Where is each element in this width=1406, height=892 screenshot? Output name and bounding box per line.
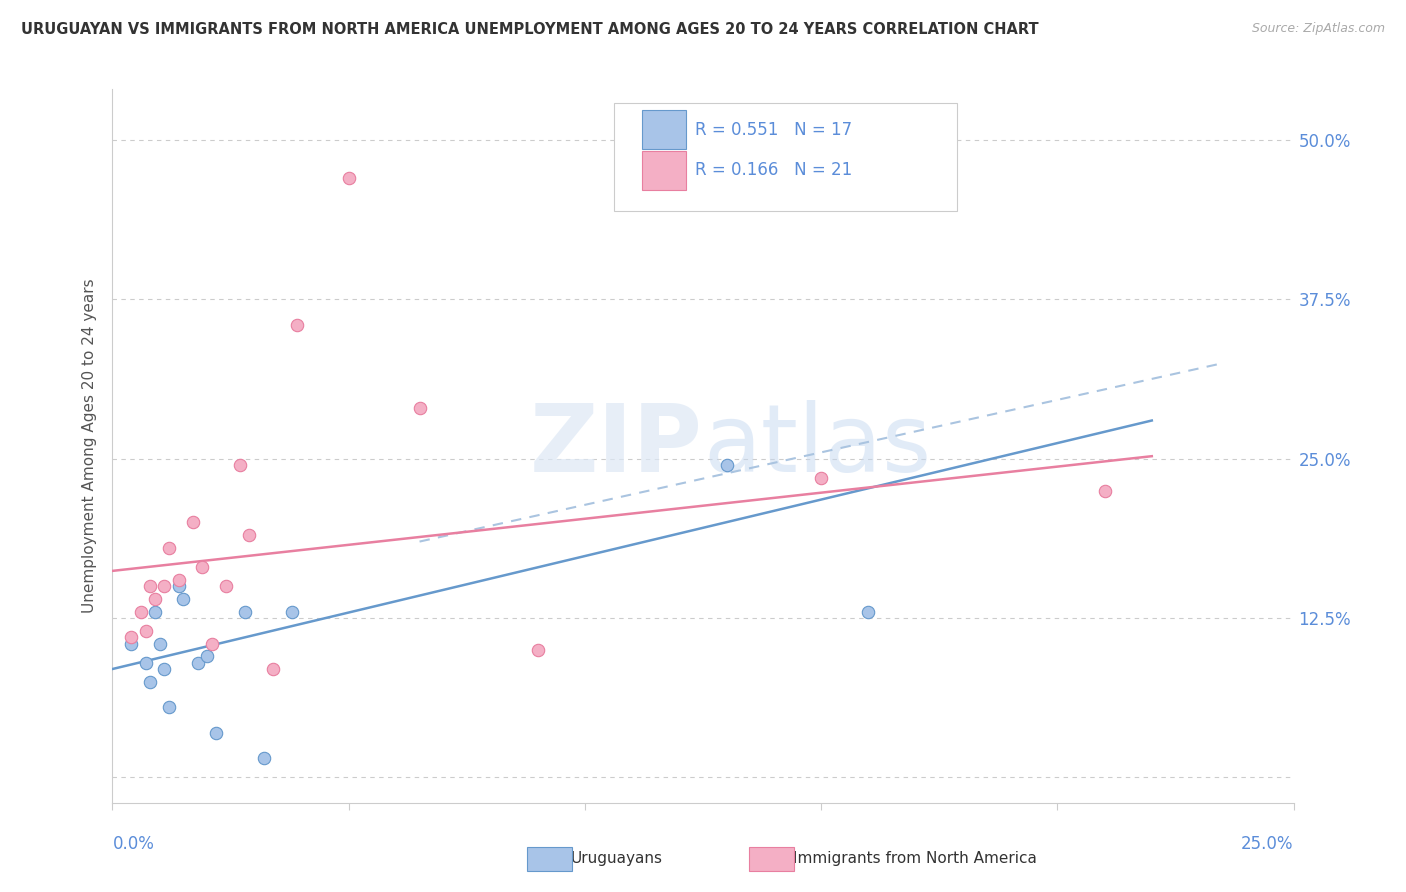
Text: ZIP: ZIP [530,400,703,492]
Point [186,656,208,670]
Text: R = 0.166   N = 21: R = 0.166 N = 21 [695,161,852,179]
Text: 25.0%: 25.0% [1241,835,1294,853]
Point [139,674,162,689]
FancyBboxPatch shape [614,103,957,211]
Point [143,605,166,619]
Point [408,401,430,415]
Text: R = 0.551   N = 17: R = 0.551 N = 17 [695,120,852,138]
Text: Source: ZipAtlas.com: Source: ZipAtlas.com [1251,22,1385,36]
Point [262,662,284,676]
Point [149,636,172,650]
Text: Immigrants from North America: Immigrants from North America [793,852,1036,866]
Point [253,751,276,765]
Point [195,649,218,664]
Text: atlas: atlas [703,400,931,492]
Point [337,171,360,186]
FancyBboxPatch shape [641,110,686,150]
Point [157,541,180,555]
Point [129,605,152,619]
Point [716,458,738,472]
Point [167,573,190,587]
Point [135,624,157,638]
Point [172,591,194,606]
Point [238,528,260,542]
Point [233,605,256,619]
Point [526,643,548,657]
Point [153,579,176,593]
Point [120,636,142,650]
Point [181,516,204,530]
Point [858,605,880,619]
Point [810,471,832,485]
Point [229,458,252,472]
Text: Uruguayans: Uruguayans [571,852,662,866]
Point [157,700,180,714]
Point [285,318,308,332]
Point [153,662,176,676]
Point [201,636,224,650]
Point [143,591,166,606]
Point [120,630,142,644]
Point [281,605,304,619]
Point [167,579,190,593]
Text: 0.0%: 0.0% [112,835,155,853]
FancyBboxPatch shape [641,151,686,190]
Text: URUGUAYAN VS IMMIGRANTS FROM NORTH AMERICA UNEMPLOYMENT AMONG AGES 20 TO 24 YEAR: URUGUAYAN VS IMMIGRANTS FROM NORTH AMERI… [21,22,1039,37]
Point [1094,483,1116,498]
Point [205,725,228,739]
Point [191,560,214,574]
Point [135,656,157,670]
Point [215,579,238,593]
Point [139,579,162,593]
Y-axis label: Unemployment Among Ages 20 to 24 years: Unemployment Among Ages 20 to 24 years [82,278,97,614]
